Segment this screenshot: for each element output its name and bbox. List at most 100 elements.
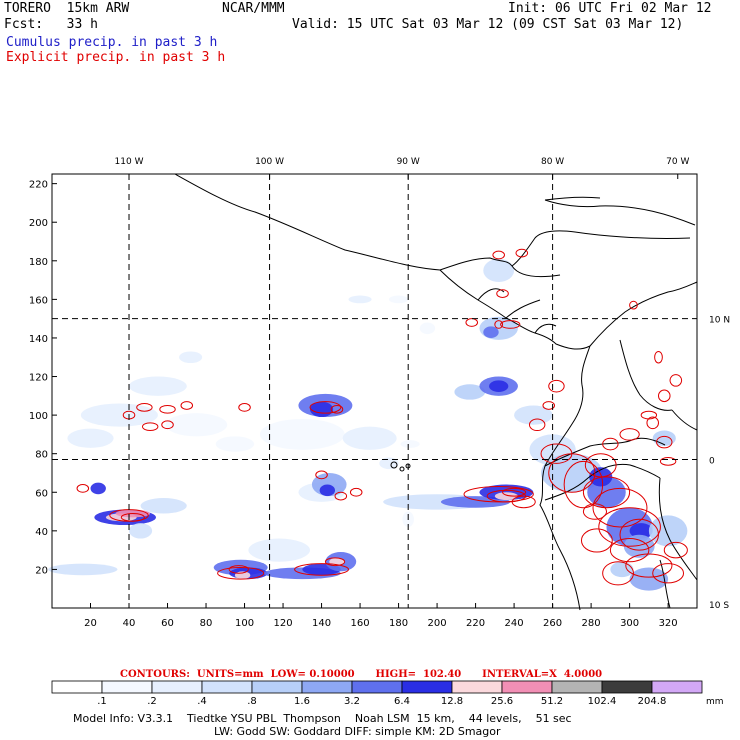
precip-cell — [259, 418, 345, 450]
color-bar-swatch — [251, 680, 303, 694]
y-tick-label: 120 — [29, 373, 48, 384]
contours-info: CONTOURS: UNITS=mm LOW= 0.10000 HIGH= 10… — [120, 669, 603, 680]
color-bar-swatch — [401, 680, 453, 694]
precip-contour — [217, 566, 265, 580]
x-tick-label: 160 — [351, 618, 370, 629]
color-bar-swatch — [301, 680, 353, 694]
precip-cell — [483, 258, 515, 283]
precip-contour — [580, 528, 613, 553]
coastline-yucatan-caribbean — [511, 230, 691, 267]
border-colombia-ecuador — [544, 437, 666, 467]
precip-cell — [388, 295, 409, 304]
precip-cell — [179, 351, 203, 364]
org-name: NCAR/MMM — [222, 1, 285, 16]
color-bar-threshold: 6.4 — [394, 696, 410, 707]
longitude-label: 80 W — [541, 157, 564, 167]
x-tick-label: 100 — [235, 618, 254, 629]
y-tick-label: 200 — [29, 218, 48, 229]
precip-contour — [602, 437, 619, 451]
precip-contour — [654, 350, 663, 364]
color-bar: .1 .2 .4 .8 1.6 3.2 6.4 12.8 25.6 51.2 102.4 204.8 m… — [51, 680, 724, 707]
precip-contour — [315, 470, 328, 480]
color-bar-swatch — [501, 680, 553, 694]
color-bar-threshold: 25.6 — [491, 696, 513, 707]
precip-cell — [623, 534, 655, 558]
precip-contour — [120, 512, 145, 522]
x-tick-label: 80 — [200, 618, 213, 629]
precip-cell — [440, 496, 511, 508]
precip-cell — [648, 515, 688, 547]
precip-contour — [663, 541, 688, 559]
color-bar-swatch — [101, 680, 153, 694]
precip-contour — [602, 561, 634, 586]
precip-cell — [248, 538, 310, 562]
precip-cell — [329, 557, 345, 566]
precip-cell — [629, 523, 653, 539]
precip-contour — [542, 401, 556, 410]
x-tick-label: 200 — [428, 618, 447, 629]
longitude-label: 90 W — [397, 157, 420, 167]
precip-contour — [659, 457, 677, 466]
precip-contour — [465, 318, 479, 327]
border-colombia-venezuela — [619, 339, 673, 411]
x-tick-label: 120 — [273, 618, 292, 629]
x-tick-label: 140 — [312, 618, 331, 629]
precip-contour — [609, 538, 650, 563]
color-bar-swatch — [51, 680, 103, 694]
y-tick-label: 180 — [29, 257, 48, 268]
precip-contour — [492, 250, 505, 260]
init-time: Init: 06 UTC Fri 02 Mar 12 — [508, 1, 712, 16]
precip-contour — [161, 420, 174, 430]
precip-contour — [324, 557, 346, 567]
precip-cell — [489, 380, 509, 392]
color-bar-threshold: .4 — [197, 696, 207, 707]
precip-contour — [511, 495, 536, 509]
y-tick-label: 40 — [35, 527, 48, 538]
precip-cell — [483, 326, 499, 338]
precip-cell — [610, 561, 634, 578]
color-bar-swatch — [151, 680, 203, 694]
precip-cell — [90, 482, 106, 495]
longitude-label: 110 W — [115, 157, 144, 167]
map-frame — [51, 173, 698, 609]
x-tick-label: 300 — [620, 618, 639, 629]
precip-cell — [319, 484, 336, 497]
longitude-label: 100 W — [255, 157, 284, 167]
x-tick-label: 240 — [505, 618, 524, 629]
cuba-outline — [544, 196, 601, 201]
explicit-precip-contours — [76, 248, 688, 586]
precip-contour — [238, 403, 251, 412]
precip-contour — [294, 563, 350, 576]
precip-contour — [159, 404, 176, 414]
galapagos-island-1 — [390, 461, 398, 469]
precip-contour — [629, 300, 638, 310]
x-tick-label: 40 — [123, 618, 136, 629]
precip-contour — [625, 553, 673, 578]
x-tick-label: 320 — [659, 618, 678, 629]
precip-contour — [582, 503, 608, 520]
precip-contour — [334, 491, 348, 501]
y-tick-label: 220 — [29, 180, 48, 191]
x-tick-label: 180 — [389, 618, 408, 629]
forecast-hour: Fcst: 33 h — [4, 17, 98, 32]
galapagos-island-2 — [399, 466, 405, 472]
color-bar-swatch — [651, 680, 703, 694]
x-tick-label: 20 — [84, 618, 97, 629]
border-peru-brazil — [658, 477, 698, 581]
color-bar-threshold: 1.6 — [294, 696, 310, 707]
coastline-central-america — [439, 269, 591, 350]
precip-contour — [180, 401, 194, 410]
color-bar-unit: mm — [706, 697, 724, 707]
precip-contour — [582, 476, 631, 509]
precip-cell — [379, 457, 399, 470]
precip-contour — [502, 487, 527, 497]
latitude-label: 10 S — [709, 601, 729, 611]
precip-cell — [652, 430, 676, 446]
precip-cell — [165, 413, 228, 437]
precip-contour — [494, 320, 504, 329]
precip-contour — [548, 453, 596, 493]
color-bar-threshold: 102.4 — [588, 696, 617, 707]
precip-contour — [619, 428, 640, 441]
